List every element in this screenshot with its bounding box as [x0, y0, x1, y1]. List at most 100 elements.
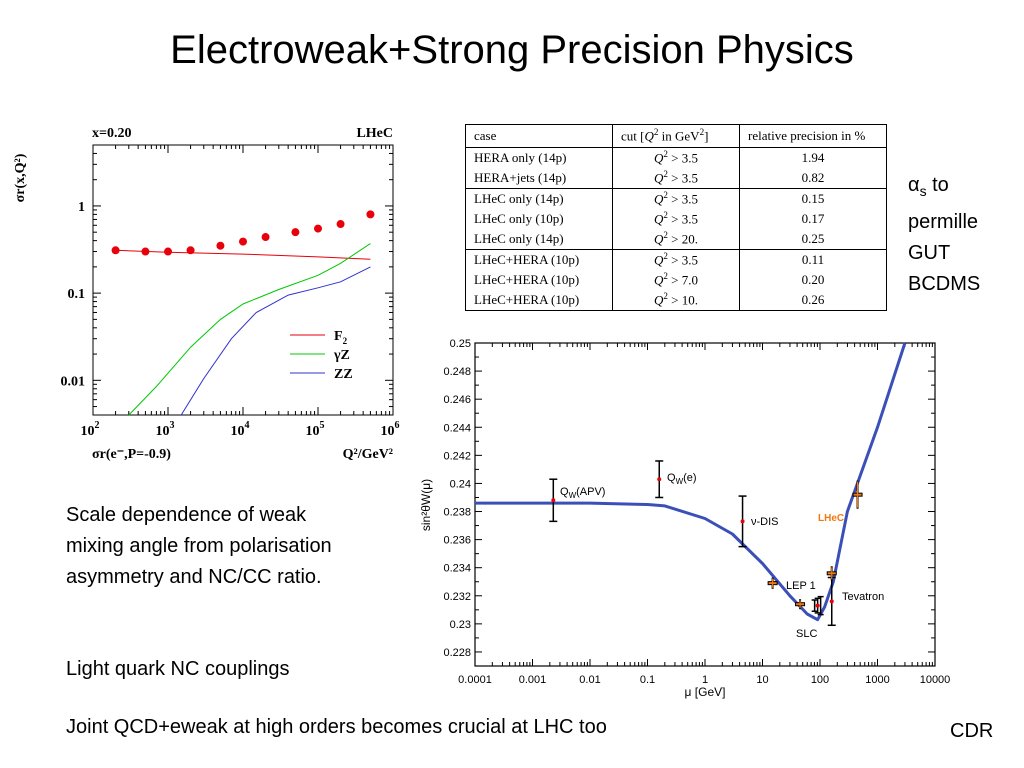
x-tick-exp: 6	[395, 420, 400, 431]
x-tick-exp: 5	[320, 420, 325, 431]
chart1-xlabel: Q²/GeV²	[343, 447, 393, 462]
data-point	[291, 228, 300, 237]
y-tick-label: 0.238	[443, 507, 471, 519]
cell-cut-exp: 2	[663, 230, 668, 241]
cell-cut-exp: 2	[663, 210, 668, 221]
chart1-legend: F2 γZ ZZ	[290, 329, 353, 382]
chart2-axes: 0.0001 0.001 0.01 0.1 1 10 100 1000 10000 0.228 0.…	[443, 338, 950, 686]
header-case: case	[465, 124, 613, 148]
running-curve	[475, 342, 907, 622]
y-tick-label: 0.24	[450, 478, 471, 490]
footer-note: Joint QCD+eweak at high orders becomes c…	[66, 716, 607, 738]
caption-light-quark: Light quark NC couplings	[66, 658, 290, 680]
y-tick-label: 0.248	[443, 366, 471, 378]
y-tick-label: 0.1	[68, 287, 86, 302]
cdr-label: CDR	[950, 720, 994, 742]
cell-cut-value: > 20.	[671, 231, 699, 247]
y-tick-label: 1	[78, 200, 85, 215]
data-point	[366, 210, 375, 219]
side-line-gut: GUT	[908, 242, 951, 264]
cell-cut-q: Q	[653, 272, 664, 288]
label-qw-e-main: Q	[667, 472, 676, 484]
x-tick-label: 10	[756, 674, 768, 686]
x-tick-label: 104	[231, 420, 250, 439]
label-tevatron: Tevatron	[842, 591, 884, 603]
side-note: αs to permille GUT BCDMS	[908, 170, 980, 300]
cell-case: LHeC+HERA (10p)	[474, 292, 580, 307]
legend-name: ZZ	[334, 367, 353, 382]
cell-precision: 0.20	[739, 270, 887, 290]
data-point	[164, 247, 172, 256]
x-tick-base: 10	[156, 424, 170, 439]
cell-cut-q: Q	[653, 150, 664, 166]
y-tick-label: 0.244	[443, 422, 471, 434]
caption-scale-dependence: Scale dependence of weak mixing angle fr…	[66, 504, 332, 588]
label-qw-e-suffix: (e)	[683, 472, 696, 484]
label-nu-dis: ν-DIS	[751, 516, 779, 528]
cell-cut-value: > 3.5	[671, 252, 699, 268]
table-row: LHeC+HERA (10p) Q2 > 7.0 0.20	[466, 270, 887, 290]
cell-case: LHeC only (14p)	[474, 191, 564, 206]
chart2-ylabel: sin²θW(μ)	[419, 479, 433, 531]
measurement-point	[740, 519, 745, 524]
x-tick-label: 0.1	[640, 674, 655, 686]
series-line-2	[180, 266, 371, 416]
label-lep1-main: LEP 1	[786, 580, 816, 592]
data-point	[111, 246, 120, 255]
x-tick-exp: 4	[245, 420, 250, 431]
label-slc: SLC	[796, 628, 817, 640]
label-qw-apv: QW(APV)	[560, 486, 605, 500]
alpha-s-line: αs to	[908, 174, 949, 199]
cell-cut: Q2 > 3.5	[612, 188, 740, 209]
x-tick-label: 102	[81, 420, 100, 439]
cell-cut-value: > 3.5	[671, 150, 699, 166]
cell-case: LHeC only (14p)	[465, 229, 613, 250]
precision-table: case cut [Q2 in GeV2] relative precision…	[465, 124, 887, 311]
table-row: LHeC+HERA (10p) Q2 > 10. 0.26	[466, 290, 887, 311]
table-header-row: case cut [Q2 in GeV2] relative precision…	[465, 124, 887, 148]
label-tevatron-main: Tevatron	[842, 591, 884, 603]
table-row: HERA only (14p) Q2 > 3.5 1.94	[466, 147, 887, 168]
cell-cut-exp: 2	[663, 251, 668, 262]
data-point	[314, 224, 322, 233]
x-tick-label: 10000	[920, 674, 951, 686]
data-point	[336, 220, 345, 229]
side-line-bcdms: BCDMS	[908, 273, 981, 295]
z-pole-point	[815, 603, 820, 608]
chart1-points	[111, 210, 375, 256]
label-qw-apv-suffix: (APV)	[576, 486, 605, 498]
measurement-point	[829, 599, 834, 604]
cell-cut-exp: 2	[663, 149, 668, 160]
legend-label: ZZ	[334, 367, 353, 382]
x-tick-base: 10	[381, 424, 395, 439]
label-lep1: LEP 1	[786, 580, 816, 592]
cell-cut-q: Q	[653, 252, 664, 268]
chart1-corner-left: x=0.20	[92, 126, 131, 141]
cell-cut-exp: 2	[663, 291, 668, 302]
measurement-point	[657, 477, 662, 482]
cell-case: LHeC+HERA (10p)	[474, 252, 580, 267]
data-point	[216, 241, 225, 250]
cell-cut-q: Q	[653, 211, 664, 227]
x-tick-label: 0.01	[579, 674, 600, 686]
y-tick-label: 0.01	[61, 374, 86, 389]
cell-cut: Q2 > 3.5	[612, 147, 740, 168]
table-row: LHeC only (14p) Q2 > 3.5 0.15	[466, 188, 887, 209]
cell-cut-value: > 7.0	[671, 272, 699, 288]
cell-case: HERA only (14p)	[474, 150, 567, 165]
y-tick-label: 0.234	[443, 563, 471, 575]
weak-mixing-angle-chart: sin²θW(μ) μ [GeV] 0.0001 0.001 0.01 0.1 1 10 1…	[419, 338, 950, 699]
table-row: LHeC only (10p) Q2 > 3.5 0.17	[466, 209, 887, 229]
chart2-curve	[475, 342, 907, 622]
cell-precision: 0.82	[739, 168, 887, 189]
chart1-sublabel: σr(e⁻,P=-0.9)	[92, 447, 171, 462]
measurement-point	[551, 498, 556, 503]
table-row: LHeC+HERA (10p) Q2 > 3.5 0.11	[466, 249, 887, 270]
chart1-corner-right: LHeC	[356, 126, 393, 141]
legend-label: F2	[334, 329, 348, 346]
chart1-ylabel: σr(x,Q²)	[13, 153, 28, 202]
table-body: HERA only (14p) Q2 > 3.5 1.94 HERA+jets (14…	[465, 147, 887, 311]
